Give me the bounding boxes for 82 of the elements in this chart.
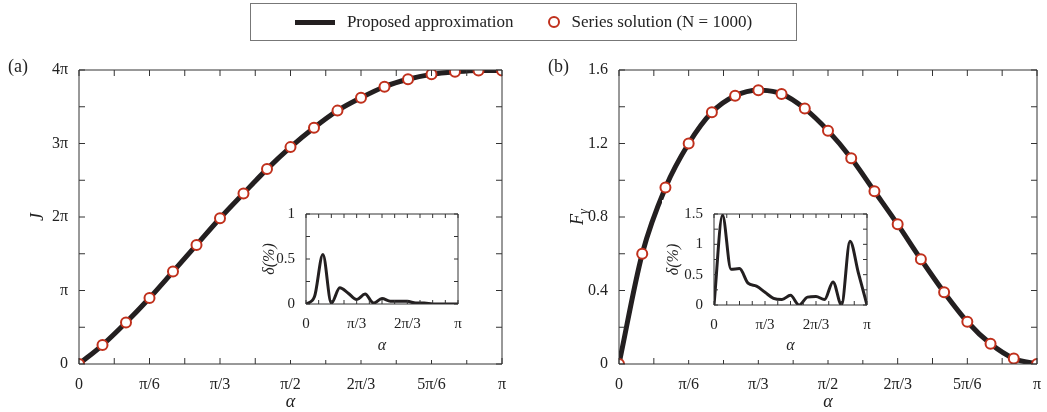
y-tick-label: 0	[287, 294, 295, 311]
y-axis-title: δ(%)	[260, 243, 279, 275]
point	[659, 181, 672, 194]
y-tick-label: 1	[695, 235, 703, 252]
x-tick-label: π/3	[347, 314, 367, 331]
point	[845, 152, 858, 165]
x-tick-label: 2π/3	[883, 374, 912, 392]
x-tick-label: 2π/3	[346, 374, 376, 392]
point	[775, 87, 788, 100]
point	[261, 163, 273, 176]
x-tick-label: π/3	[755, 315, 775, 332]
point	[682, 137, 695, 150]
x-tick-label: π/2	[817, 374, 839, 392]
x-tick-label: 5π/6	[417, 374, 446, 392]
y-tick-label: 4π	[51, 60, 68, 78]
point	[402, 73, 414, 86]
point	[355, 91, 367, 104]
point	[798, 102, 811, 115]
y-tick-label: π	[59, 280, 68, 298]
point	[961, 315, 974, 328]
y-axis-title: J	[26, 211, 47, 221]
x-tick-label: 0	[615, 374, 623, 392]
line-series	[714, 214, 867, 305]
point	[868, 185, 881, 198]
x-tick-label: π/2	[280, 374, 301, 392]
legend-label: Series solution (N = 1000)	[571, 12, 753, 32]
text: (b)	[548, 55, 569, 77]
point	[308, 121, 320, 134]
y-tick-label: 2π	[51, 207, 68, 225]
point	[214, 212, 226, 225]
x-tick-label: 2π/3	[393, 314, 421, 331]
y-tick-label: 1.2	[588, 133, 608, 151]
point	[237, 187, 250, 200]
x-tick-label: π	[1032, 374, 1042, 392]
point	[331, 104, 344, 117]
point	[96, 339, 109, 352]
x-tick-label: 0	[710, 315, 718, 332]
point	[636, 247, 649, 260]
x-axis-title: α	[285, 390, 296, 411]
x-tick-label: π	[497, 374, 507, 392]
x-tick-label: π/6	[139, 374, 160, 392]
point	[984, 337, 997, 350]
x-axis-title: α	[823, 390, 834, 411]
x-tick-label: π/3	[748, 374, 769, 392]
point	[705, 106, 718, 119]
point	[752, 84, 765, 97]
x-tick-label: 0	[302, 314, 310, 331]
x-tick-label: 5π/6	[953, 374, 982, 392]
y-tick-label: 1	[287, 204, 295, 221]
y-axis-title: δ(%)	[664, 243, 683, 276]
point	[143, 292, 156, 305]
y-tick-label: 0.4	[588, 280, 608, 298]
y-tick-label: 0	[600, 354, 608, 372]
legend-label: Proposed approximation	[346, 12, 514, 32]
point	[378, 80, 391, 93]
point	[822, 124, 834, 137]
y-tick-label: 0.5	[684, 265, 703, 282]
y-tick-label: 0	[695, 295, 703, 312]
point	[190, 238, 203, 251]
y-tick-label: 3π	[51, 133, 68, 151]
y-tick-label: 0	[60, 354, 68, 372]
y-tick-label: 0.8	[588, 207, 608, 225]
x-tick-label: 2π/3	[802, 315, 830, 332]
text: (a)	[8, 55, 28, 77]
point	[284, 141, 297, 154]
x-axis-title: α	[377, 336, 387, 354]
point	[891, 218, 904, 231]
x-tick-label: 0	[75, 374, 83, 392]
y-tick-label: 0.5	[276, 249, 295, 266]
x-tick-label: π/3	[209, 374, 231, 392]
point	[729, 89, 742, 102]
y-tick-label: 1.5	[684, 204, 703, 221]
y-tick-label: 1.6	[588, 60, 608, 78]
point	[120, 316, 132, 329]
x-tick-label: π/6	[678, 374, 699, 392]
x-tick-label: π	[863, 315, 872, 332]
point	[914, 253, 927, 266]
x-tick-label: π	[454, 314, 463, 331]
point	[1007, 352, 1020, 364]
point	[938, 286, 951, 299]
point	[167, 265, 179, 278]
x-axis-title: α	[786, 336, 796, 354]
